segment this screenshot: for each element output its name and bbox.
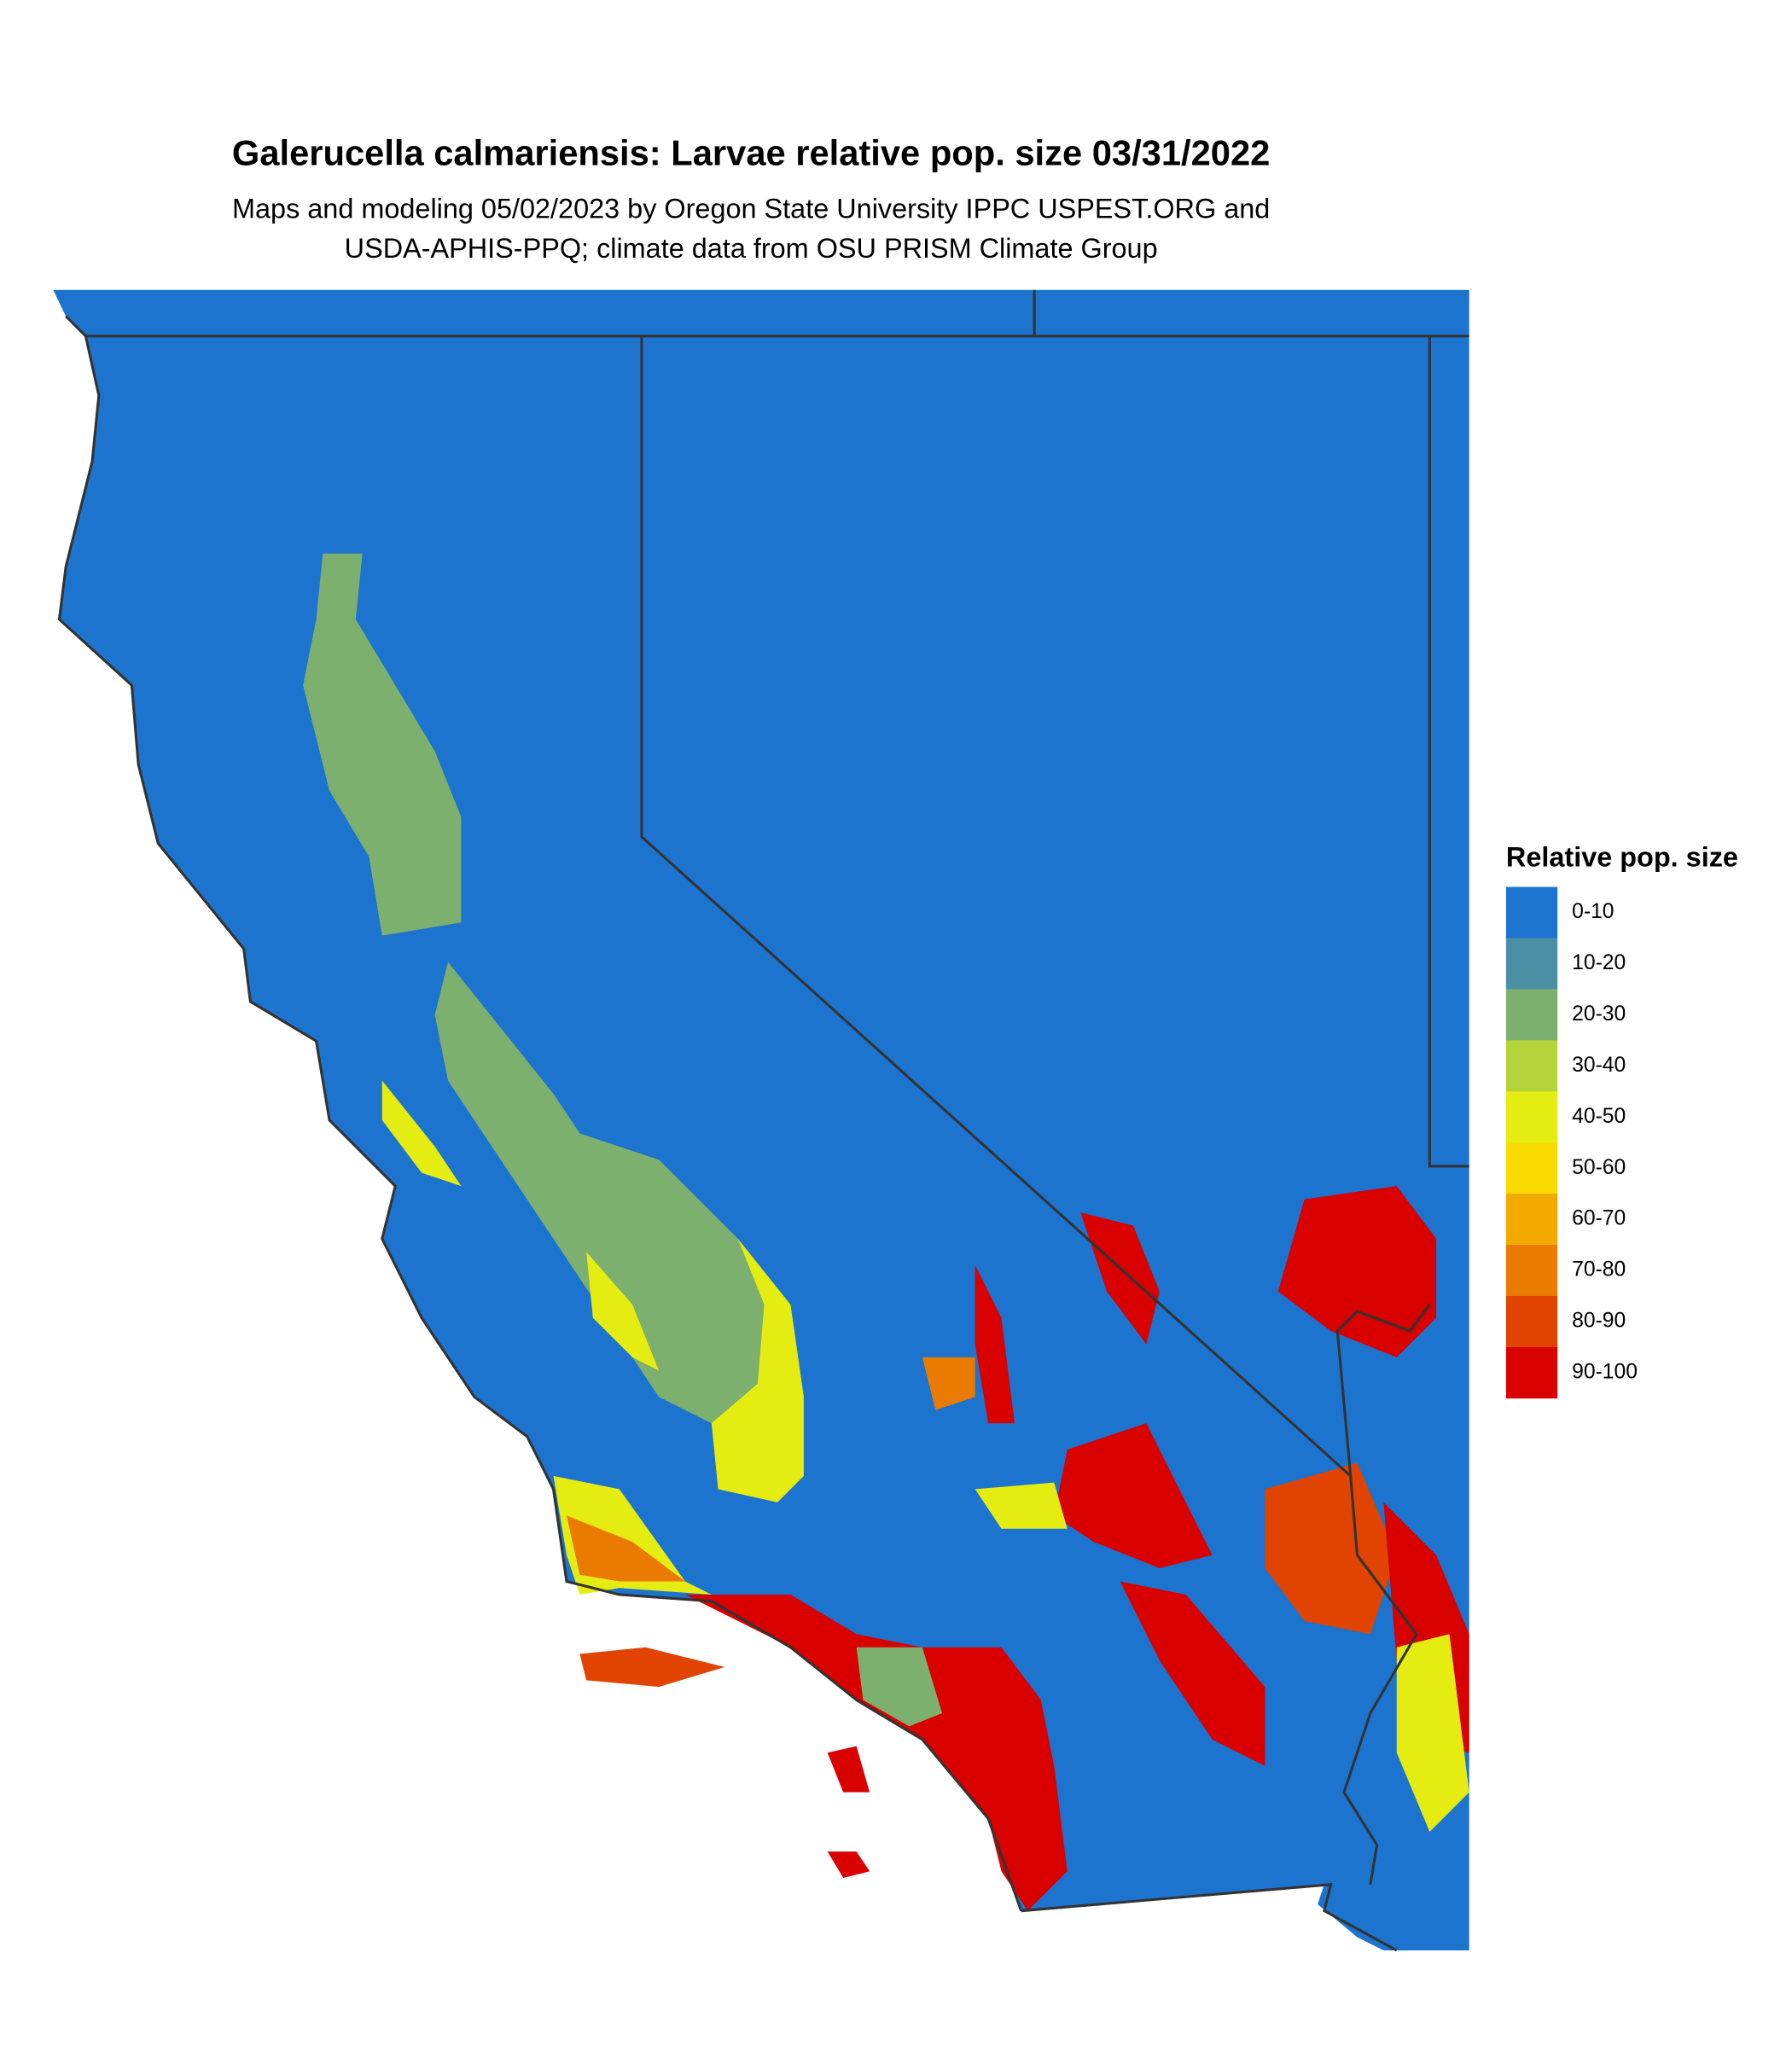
legend-swatch xyxy=(1505,989,1558,1041)
map-title: Galerucella calmariensis: Larvae relativ… xyxy=(232,132,1270,172)
desert-region xyxy=(1277,1186,1437,1357)
legend-label: 40-50 xyxy=(1572,1105,1626,1128)
valley-region xyxy=(434,962,791,1490)
island xyxy=(579,1647,725,1688)
legend-title: Relative pop. size xyxy=(1506,842,1738,873)
coastal-region xyxy=(381,1080,462,1187)
coastline xyxy=(57,315,1023,1912)
south-region xyxy=(856,1647,943,1727)
state-border xyxy=(1021,1883,1398,1952)
valley-region xyxy=(586,1252,660,1371)
desert-region xyxy=(975,1264,1015,1424)
desert-region xyxy=(1265,1462,1397,1635)
island xyxy=(827,1746,870,1793)
legend-label: 60-70 xyxy=(1572,1207,1626,1230)
legend-swatch xyxy=(1505,938,1558,990)
legend-label: 80-90 xyxy=(1572,1310,1626,1333)
legend-swatch xyxy=(1505,1295,1558,1348)
legend-label: 50-60 xyxy=(1572,1156,1626,1179)
valley-region xyxy=(711,1238,804,1502)
island xyxy=(827,1851,870,1879)
valley-region xyxy=(303,553,462,936)
legend-label: 0-10 xyxy=(1572,900,1614,923)
legend-swatch xyxy=(1505,1346,1558,1399)
state-border xyxy=(1335,1304,1431,1477)
map-subtitle: USDA-APHIS-PPQ; climate data from OSU PR… xyxy=(345,233,1158,264)
state-border xyxy=(640,335,1418,1886)
south-region xyxy=(566,1515,685,1582)
legend: Relative pop. size 0-10 10-20 20-30 30-40 40… xyxy=(1505,842,1738,1399)
map-subtitle: Maps and modeling 05/02/2023 by Oregon S… xyxy=(232,194,1270,224)
legend-swatch xyxy=(1505,1040,1558,1092)
legend-swatch xyxy=(1505,886,1558,939)
south-region xyxy=(684,1594,1068,1911)
desert-region xyxy=(1054,1423,1213,1569)
legend-swatch xyxy=(1505,1194,1558,1246)
desert-region xyxy=(975,1482,1068,1529)
legend-swatch xyxy=(1505,1091,1558,1143)
state-border xyxy=(1428,335,1469,1168)
legend-label: 10-20 xyxy=(1572,951,1626,974)
desert-region xyxy=(1120,1581,1265,1766)
desert-region xyxy=(922,1357,975,1410)
legend-label: 20-30 xyxy=(1572,1003,1626,1026)
ocean xyxy=(0,283,1397,1957)
legend-label: 70-80 xyxy=(1572,1258,1626,1282)
legend-swatch xyxy=(1505,1245,1558,1297)
map xyxy=(0,283,1469,1957)
desert-region xyxy=(1080,1212,1160,1345)
desert-region xyxy=(1396,1634,1469,1832)
legend-swatch xyxy=(1505,1142,1558,1194)
legend-label: 30-40 xyxy=(1572,1054,1626,1077)
legend-label: 90-100 xyxy=(1572,1361,1638,1384)
